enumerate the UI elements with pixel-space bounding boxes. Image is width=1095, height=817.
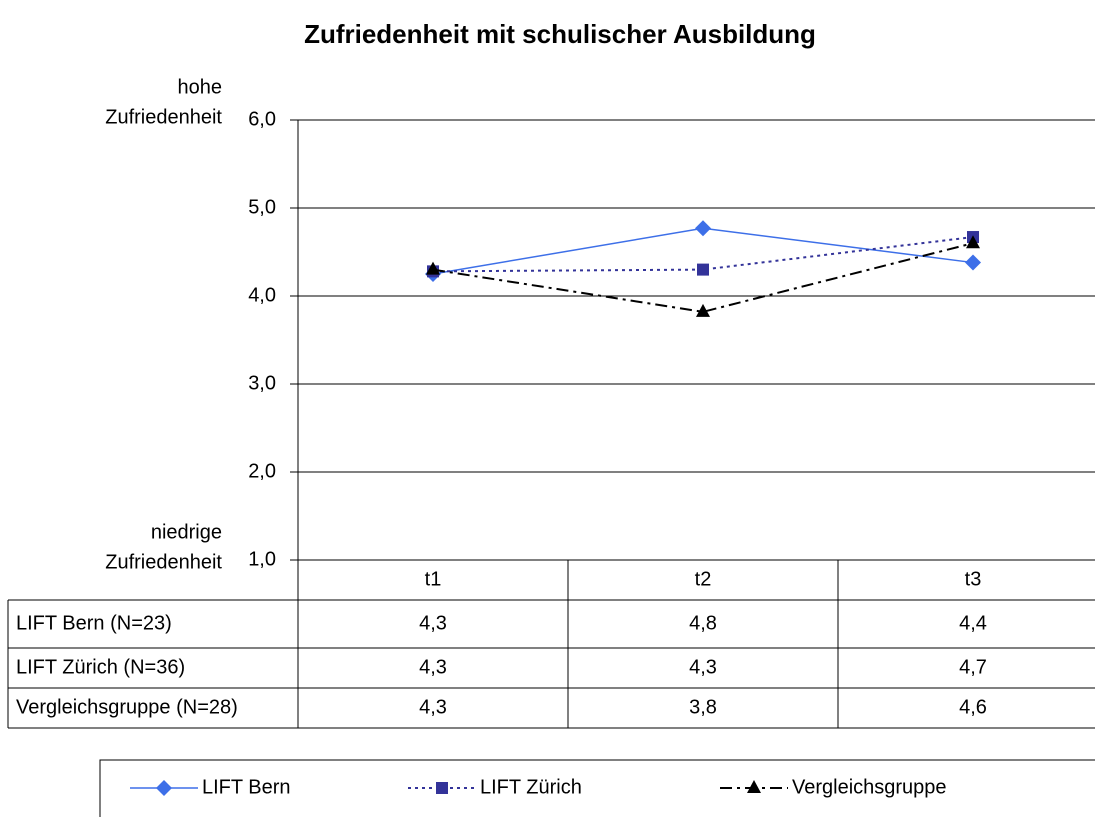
y-tick-label: 6,0 bbox=[248, 108, 276, 130]
legend-marker bbox=[747, 780, 761, 793]
marker bbox=[966, 235, 980, 249]
table-cell: 4,3 bbox=[419, 696, 447, 718]
y-top-label: Zufriedenheit bbox=[105, 106, 222, 128]
series-line bbox=[432, 242, 974, 313]
y-bottom-label: Zufriedenheit bbox=[105, 551, 222, 573]
chart-title: Zufriedenheit mit schulischer Ausbildung bbox=[304, 19, 816, 49]
y-tick-label: 4,0 bbox=[248, 284, 276, 306]
marker bbox=[697, 263, 709, 276]
table-row-label: LIFT Zürich (N=36) bbox=[16, 656, 185, 678]
marker bbox=[426, 261, 440, 275]
legend-label: LIFT Zürich bbox=[480, 776, 582, 798]
x-tick-label: t2 bbox=[695, 568, 712, 590]
legend-marker bbox=[436, 782, 448, 794]
table-cell: 4,6 bbox=[959, 696, 987, 718]
table-row-label: LIFT Bern (N=23) bbox=[16, 612, 172, 634]
table-row-label: Vergleichsgruppe (N=28) bbox=[16, 696, 238, 718]
y-tick-label: 2,0 bbox=[248, 460, 276, 482]
x-tick-label: t1 bbox=[425, 568, 442, 590]
y-top-label: hohe bbox=[178, 76, 223, 98]
legend-marker bbox=[156, 780, 172, 796]
y-tick-label: 3,0 bbox=[248, 372, 276, 394]
x-tick-label: t3 bbox=[965, 568, 982, 590]
legend-box bbox=[99, 759, 1095, 817]
table-cell: 4,7 bbox=[959, 656, 987, 678]
y-bottom-label: niedrige bbox=[151, 521, 222, 543]
table-cell: 3,8 bbox=[689, 696, 717, 718]
table-cell: 4,8 bbox=[689, 612, 717, 634]
legend-label: Vergleichsgruppe bbox=[792, 776, 947, 798]
table-cell: 4,4 bbox=[959, 612, 987, 634]
legend-label: LIFT Bern bbox=[202, 776, 291, 798]
y-tick-label: 5,0 bbox=[248, 196, 276, 218]
marker bbox=[965, 254, 981, 271]
table-cell: 4,3 bbox=[419, 612, 447, 634]
table-cell: 4,3 bbox=[419, 656, 447, 678]
table-cell: 4,3 bbox=[689, 656, 717, 678]
marker bbox=[695, 220, 711, 237]
y-tick-label: 1,0 bbox=[248, 548, 276, 570]
marker bbox=[696, 303, 710, 317]
